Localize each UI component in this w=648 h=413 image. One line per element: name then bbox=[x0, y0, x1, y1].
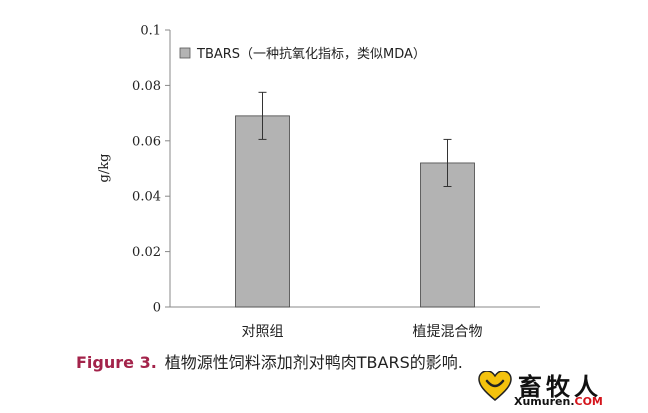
watermark-brand: 畜牧人 bbox=[518, 373, 602, 401]
bar-chart: 0 0.02 0.04 0.06 0.08 0.1 对照组 植提混合物 g/kg TBARS… bbox=[97, 24, 540, 340]
legend-entry: TBARS（一种抗氧化指标，类似MDA） bbox=[196, 47, 426, 62]
y-tick-label: 0.04 bbox=[132, 190, 161, 205]
legend-swatch bbox=[179, 47, 191, 59]
legend: TBARS（一种抗氧化指标，类似MDA） bbox=[179, 47, 426, 62]
y-tick-label: 0.06 bbox=[132, 134, 161, 149]
figure-label: Figure 3. bbox=[76, 353, 157, 372]
y-tick-label: 0.02 bbox=[132, 245, 161, 260]
figure-caption: Figure 3. 植物源性饲料添加剂对鸭肉TBARS的影响. bbox=[76, 349, 463, 373]
category-labels: 对照组 植提混合物 bbox=[242, 324, 483, 340]
caption-text: 植物源性饲料添加剂对鸭肉TBARS的影响. bbox=[164, 353, 463, 372]
x-category-label: 植提混合物 bbox=[413, 324, 483, 340]
error-bars-group bbox=[258, 91, 452, 188]
y-tick-label: 0 bbox=[153, 301, 161, 316]
watermark-logo: 畜牧人 Xumuren.COM bbox=[474, 365, 644, 411]
bars-group bbox=[235, 115, 475, 308]
y-tick-label: 0.1 bbox=[140, 24, 161, 39]
watermark-site: Xumuren.COM bbox=[514, 395, 603, 408]
bar bbox=[235, 115, 290, 308]
y-axis-label: g/kg bbox=[97, 154, 112, 183]
heart-icon bbox=[478, 371, 512, 401]
y-axis-ticks: 0 0.02 0.04 0.06 0.08 0.1 bbox=[132, 24, 170, 316]
x-category-label: 对照组 bbox=[242, 324, 284, 340]
y-tick-label: 0.08 bbox=[132, 79, 161, 94]
